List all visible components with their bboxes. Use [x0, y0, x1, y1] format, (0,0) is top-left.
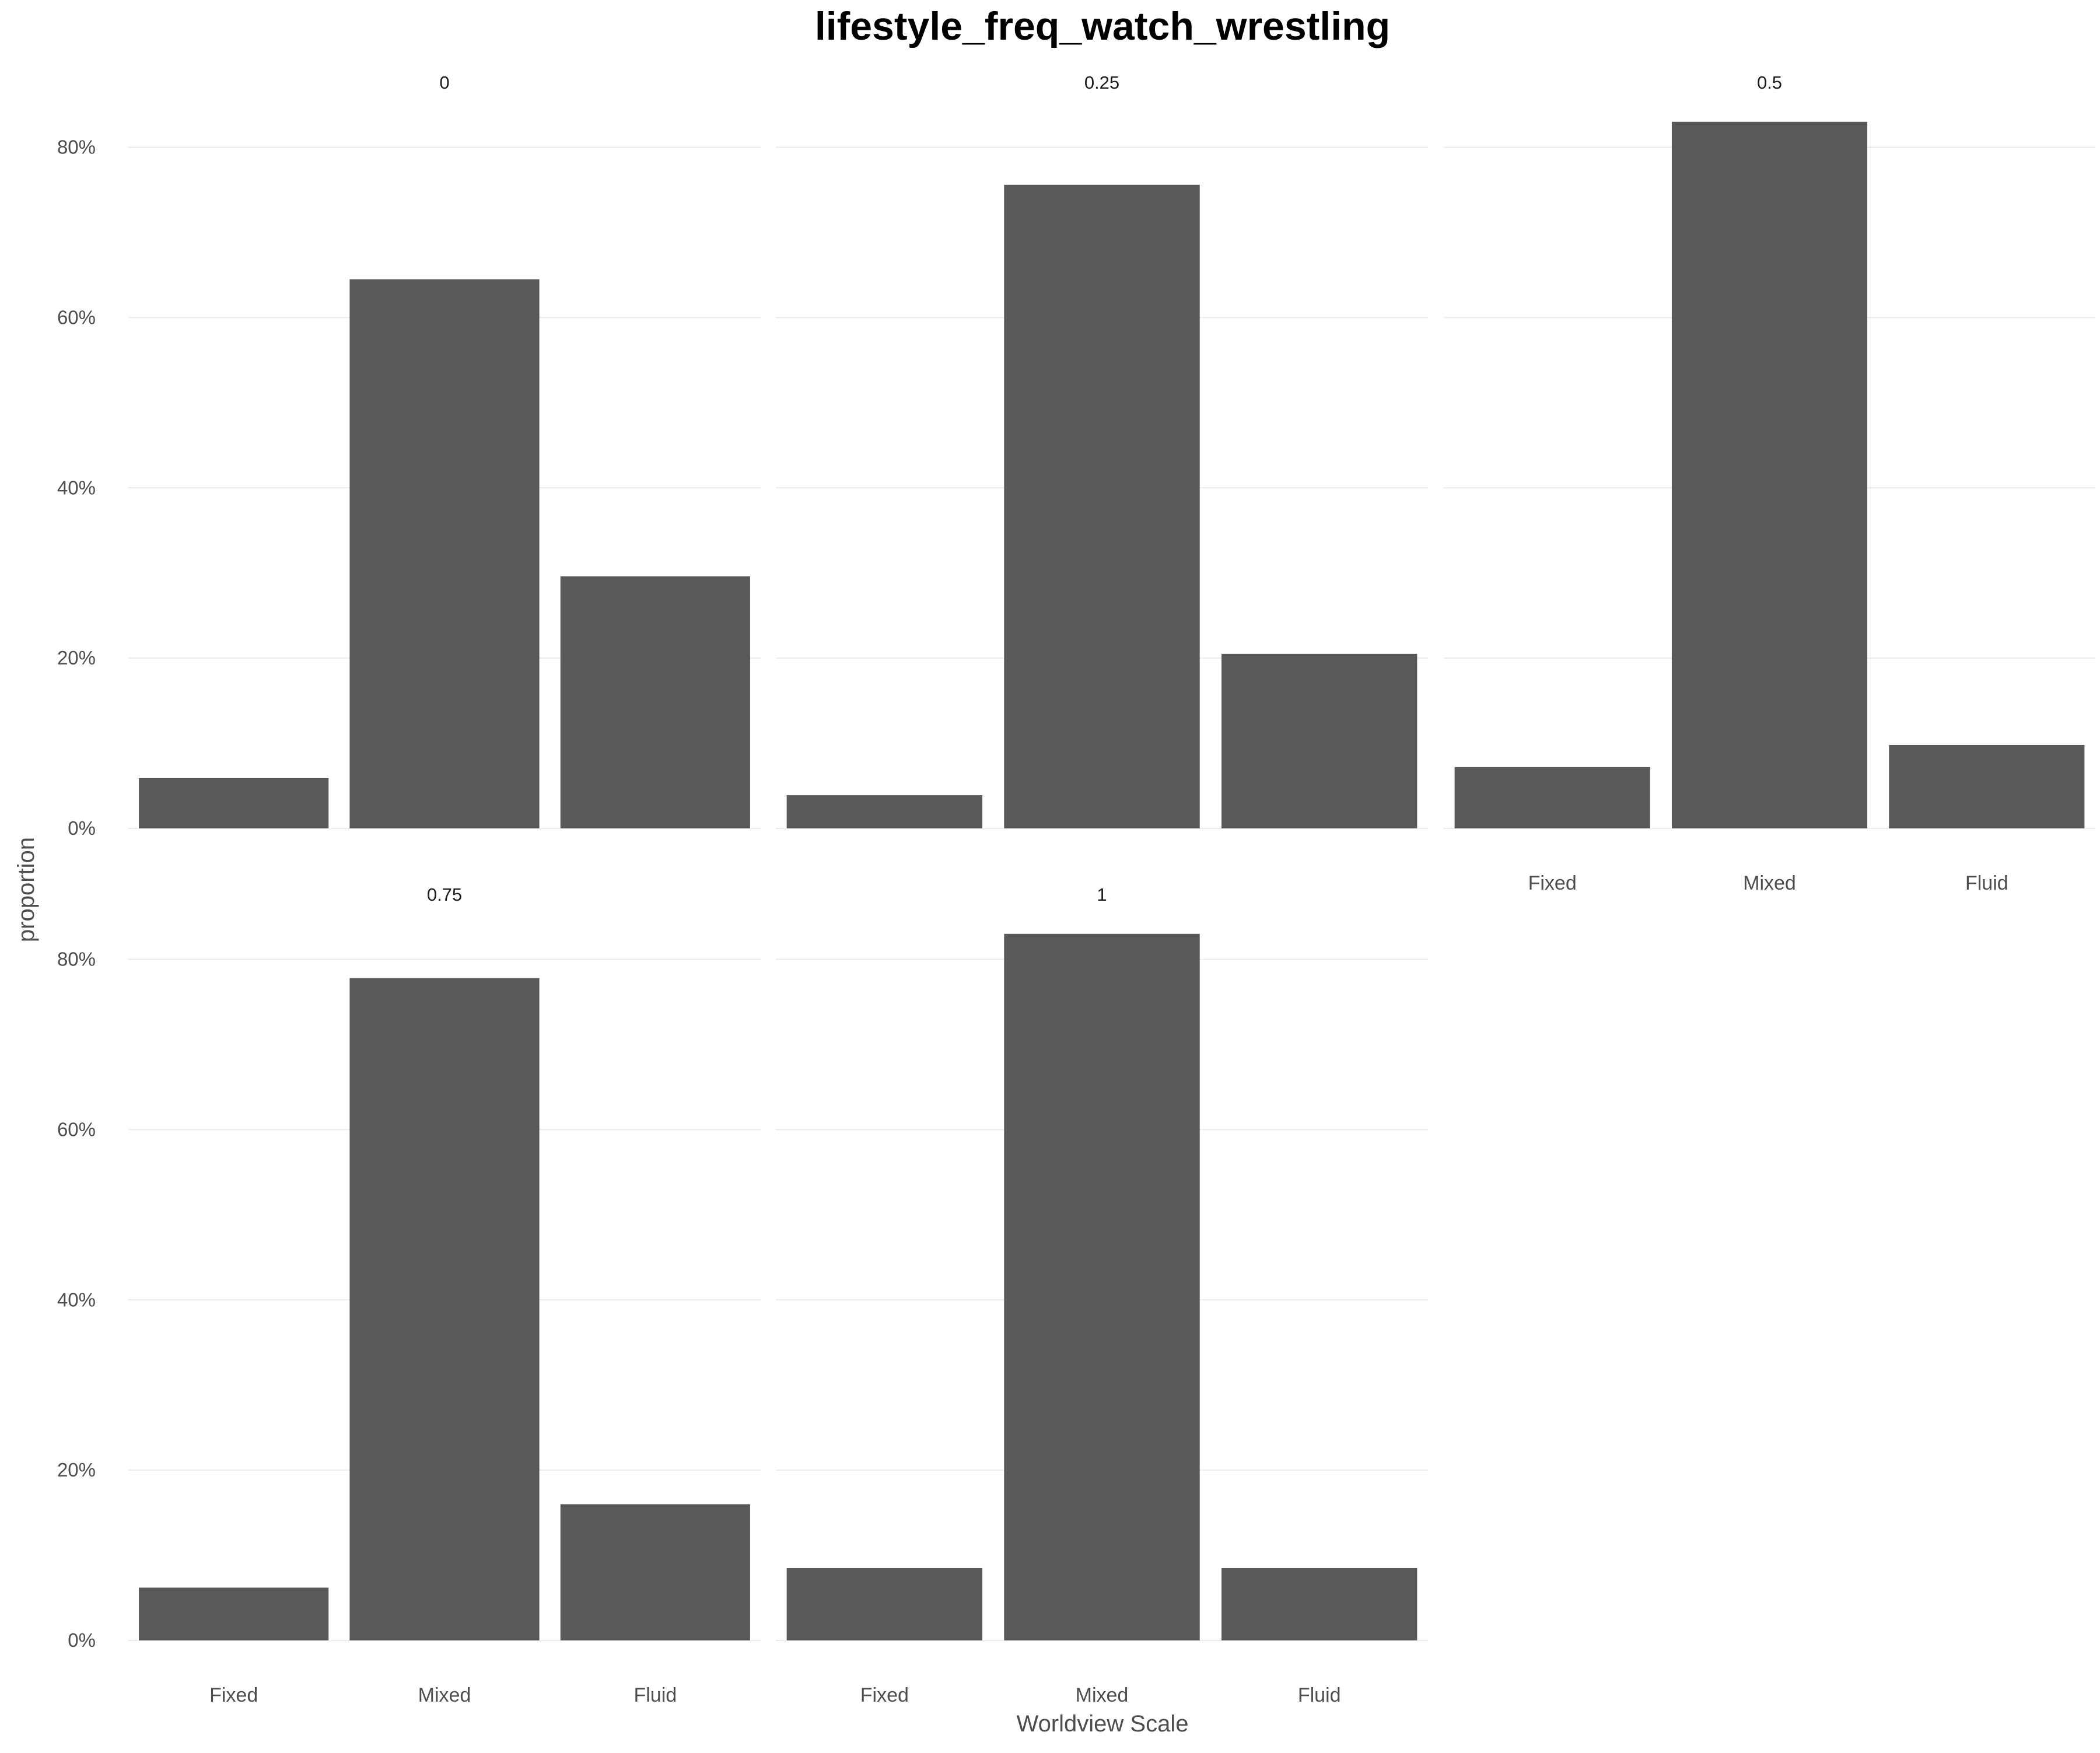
y-tick-label: 0% — [68, 817, 96, 839]
x-tick-label: Fixed — [209, 1684, 258, 1706]
facet-panel-1: 0.25 — [776, 72, 1428, 829]
facet-panel-0: 0 0% 20% 40% 60% 80% — [57, 72, 761, 839]
bar-mixed — [1671, 121, 1868, 829]
x-tick-label: Fluid — [1298, 1684, 1341, 1706]
y-tick-label: 80% — [57, 137, 96, 158]
facet-strip-label: 1 — [1097, 884, 1107, 905]
y-tick-label: 40% — [57, 1289, 96, 1310]
y-tick-label: 60% — [57, 306, 96, 328]
facet-strip-label: 0.75 — [427, 884, 462, 905]
x-axis-label: Worldview Scale — [1017, 1711, 1189, 1737]
bar-fixed — [139, 1587, 329, 1640]
bar-fluid — [1889, 744, 2085, 828]
bar-fluid — [560, 576, 750, 828]
bar-mixed — [1004, 184, 1200, 828]
bar-fluid — [560, 1504, 750, 1640]
bar-mixed — [349, 279, 540, 828]
bar-fixed — [786, 1567, 983, 1640]
bar-fixed — [139, 778, 329, 828]
facet-strip-label: 0.25 — [1084, 72, 1119, 93]
bar-mixed — [1004, 933, 1200, 1640]
y-tick-label: 0% — [68, 1629, 96, 1651]
chart-title: lifestyle_freq_watch_wrestling — [815, 4, 1390, 48]
x-tick-label: Fixed — [860, 1684, 909, 1706]
x-tick-label: Mixed — [1076, 1684, 1129, 1706]
y-tick-label: 40% — [57, 477, 96, 498]
y-tick-label: 60% — [57, 1118, 96, 1140]
bar-fixed — [1454, 767, 1650, 828]
facet-panel-2: 0.5 Fixed Mixed Fluid — [1444, 72, 2095, 894]
x-tick-label: Mixed — [1743, 872, 1796, 894]
y-axis-label: proportion — [13, 837, 39, 942]
y-tick-label: 20% — [57, 647, 96, 669]
x-tick-label: Fluid — [1965, 872, 2008, 894]
facet-strip-label: 0 — [439, 72, 449, 93]
bar-fluid — [1221, 1567, 1418, 1640]
x-tick-label: Fluid — [634, 1684, 677, 1706]
y-tick-label: 80% — [57, 949, 96, 970]
facet-strip-label: 0.5 — [1757, 72, 1782, 93]
x-tick-label: Fixed — [1528, 872, 1577, 894]
x-tick-label: Mixed — [418, 1684, 471, 1706]
bar-mixed — [349, 978, 540, 1640]
bar-fluid — [1221, 653, 1418, 828]
y-tick-label: 20% — [57, 1459, 96, 1481]
bar-fixed — [786, 795, 983, 828]
facet-panel-3: 0.75 0% 20% 40% 60% 80% Fixed Mixed Fluid — [57, 884, 761, 1706]
facet-panel-4: 1 Fixed Mixed Fluid — [776, 884, 1428, 1706]
